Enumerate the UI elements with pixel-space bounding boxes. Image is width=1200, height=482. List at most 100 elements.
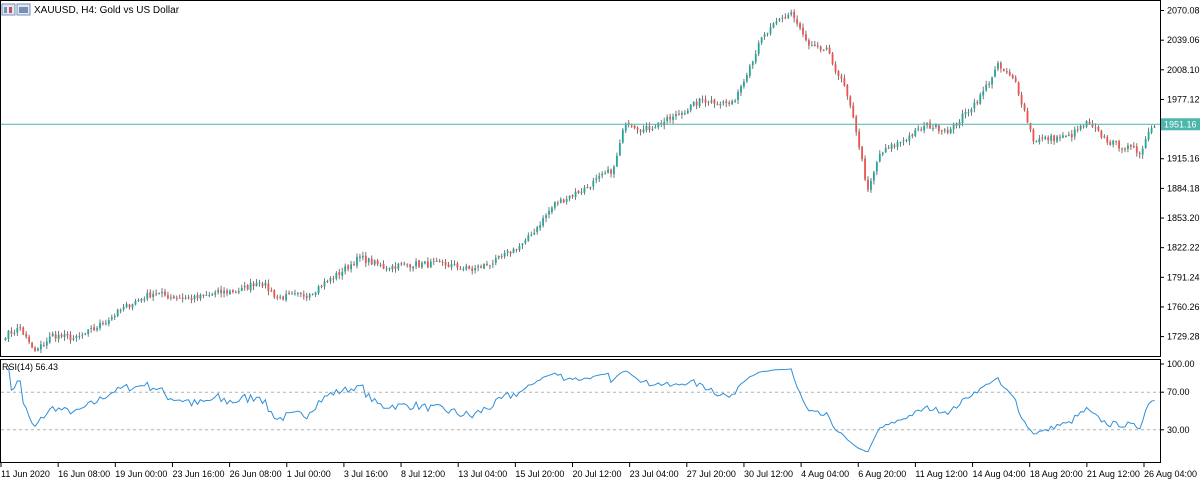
candle <box>432 257 435 265</box>
candle <box>202 294 205 299</box>
candle <box>60 332 63 339</box>
candle <box>385 265 388 272</box>
candle <box>813 40 816 47</box>
candle <box>899 141 902 147</box>
candle <box>937 124 940 135</box>
candle <box>660 119 663 127</box>
candle <box>1005 67 1008 75</box>
candle <box>613 164 615 178</box>
candle <box>84 332 87 336</box>
candle <box>158 292 160 295</box>
candle <box>1014 75 1017 83</box>
candle <box>633 124 636 130</box>
candle <box>728 100 731 107</box>
candle <box>220 285 223 298</box>
candle <box>75 334 78 342</box>
candle <box>199 293 202 301</box>
time-tick-label: 30 Jul 12:00 <box>744 469 793 479</box>
candle <box>1020 91 1023 108</box>
candle <box>793 9 796 23</box>
candle <box>296 292 299 297</box>
candle <box>81 332 84 339</box>
candle <box>438 258 441 263</box>
candle <box>196 292 199 302</box>
candle <box>282 295 285 301</box>
candle <box>734 98 736 103</box>
candle <box>13 329 16 336</box>
time-tick-label: 23 Jun 16:00 <box>172 469 224 479</box>
candle <box>459 265 462 270</box>
candle <box>305 292 308 302</box>
candle <box>1100 129 1103 139</box>
candle <box>976 100 979 106</box>
candle <box>453 260 456 266</box>
candle <box>816 41 819 49</box>
candle <box>193 294 196 303</box>
candle <box>551 206 553 215</box>
candle <box>391 264 394 273</box>
candle <box>527 232 530 242</box>
candle <box>778 17 781 22</box>
candle <box>31 341 33 349</box>
rsi-label: RSI(14) 56.43 <box>2 362 58 372</box>
candle <box>155 289 158 297</box>
candle <box>332 275 335 284</box>
candle <box>294 289 296 296</box>
candle <box>837 69 840 81</box>
candle <box>113 313 116 320</box>
candle <box>409 263 412 272</box>
candle <box>1127 142 1129 153</box>
candle <box>805 30 807 42</box>
candle <box>237 287 240 295</box>
candle <box>695 98 698 110</box>
candle <box>1056 135 1058 144</box>
candle <box>491 259 494 269</box>
candle <box>211 292 214 296</box>
candle <box>592 177 595 191</box>
candle <box>503 250 506 259</box>
candle <box>539 221 542 231</box>
price-pane[interactable] <box>0 0 1161 357</box>
candle <box>902 137 905 146</box>
candle <box>1002 68 1005 72</box>
candle <box>825 45 828 51</box>
candle <box>152 290 155 301</box>
candle <box>403 261 406 266</box>
candle <box>1076 125 1079 133</box>
candle <box>146 289 149 302</box>
candle <box>181 293 184 303</box>
candle <box>542 215 544 228</box>
current-price-tag <box>1161 118 1200 131</box>
candle <box>456 261 459 271</box>
candle <box>595 174 598 184</box>
candle <box>787 12 790 20</box>
candle <box>627 120 630 128</box>
candle <box>506 249 509 257</box>
time-tick-label: 4 Aug 04:00 <box>801 469 849 479</box>
candle <box>72 335 75 342</box>
time-tick-label: 13 Jul 04:00 <box>458 469 507 479</box>
candle <box>704 95 707 107</box>
candle <box>689 104 692 113</box>
current-price-line: 1951.16 <box>1 118 1200 131</box>
rsi-pane[interactable] <box>0 359 1161 463</box>
candle <box>178 294 181 299</box>
candle <box>781 14 784 23</box>
candle <box>834 61 837 75</box>
candle <box>979 92 982 105</box>
candle <box>819 45 822 53</box>
candle <box>37 347 39 352</box>
candle <box>400 261 403 267</box>
time-tick-label: 18 Aug 20:00 <box>1030 469 1083 479</box>
candle <box>379 262 382 268</box>
candle <box>763 32 766 40</box>
candle <box>1147 127 1150 142</box>
candle <box>175 295 178 301</box>
candle <box>1132 142 1135 149</box>
time-tick-label: 15 Jul 20:00 <box>515 469 564 479</box>
candle <box>1032 128 1035 145</box>
candle <box>388 267 391 272</box>
candle <box>896 139 899 151</box>
candle <box>651 125 654 132</box>
